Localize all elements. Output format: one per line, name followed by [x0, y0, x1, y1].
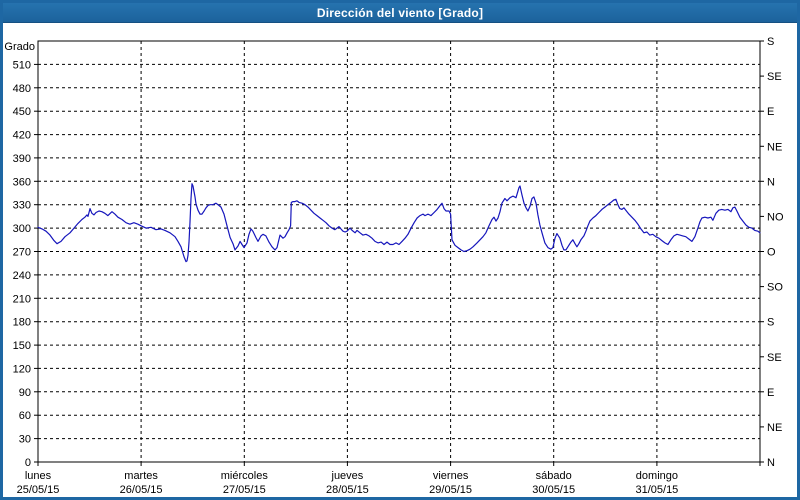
wind-direction-line [37, 183, 761, 263]
y-axis-tick-label: 90 [19, 387, 31, 399]
day-date-label: 27/05/15 [223, 484, 266, 496]
compass-tick-label: N [767, 176, 775, 188]
compass-tick-label: S [767, 36, 774, 48]
day-name-label: jueves [331, 470, 364, 482]
day-date-label: 25/05/15 [17, 484, 60, 496]
day-name-label: viernes [433, 470, 469, 482]
y-axis-tick-label: 420 [13, 130, 31, 142]
y-axis-tick-label: 330 [13, 200, 31, 212]
y-axis-title: Grado [4, 41, 35, 53]
y-axis-tick-label: 450 [13, 106, 31, 118]
day-date-label: 26/05/15 [120, 484, 163, 496]
chart-area: Grado 0 30 60 90 120 150 180 210 240 270 300 330 360… [3, 23, 797, 497]
compass-tick-label: N [767, 457, 775, 469]
y-axis-tick-label: 480 [13, 83, 31, 95]
day-name-label: lunes [25, 470, 52, 482]
compass-tick-label: SE [767, 71, 782, 83]
y-axis-tick-label: 510 [13, 59, 31, 71]
compass-tick-label: O [767, 247, 776, 259]
day-date-label: 29/05/15 [429, 484, 472, 496]
y-axis-tick-label: 180 [13, 317, 31, 329]
y-axis-tick-label: 60 [19, 410, 31, 422]
title-bar: Dirección del viento [Grado] [3, 3, 797, 23]
y-axis-tick-label: 240 [13, 270, 31, 282]
y-axis-tick-label: 150 [13, 340, 31, 352]
compass-tick-label: SE [767, 352, 782, 364]
y-axis-tick-label: 390 [13, 153, 31, 165]
y-axis-tick-label: 270 [13, 247, 31, 259]
y-axis-tick-label: 0 [25, 457, 31, 469]
y-axis-tick-label: 210 [13, 293, 31, 305]
y-axis-tick-label: 30 [19, 434, 31, 446]
compass-tick-label: E [767, 106, 774, 118]
y-axis-tick-label: 300 [13, 223, 31, 235]
chart-plot-area: Grado 0 30 60 90 120 150 180 210 240 270 300 330 360… [4, 36, 784, 496]
compass-tick-label: NE [767, 422, 782, 434]
day-name-label: miércoles [221, 470, 269, 482]
compass-tick-label: S [767, 317, 774, 329]
day-name-label: sábado [536, 470, 572, 482]
compass-tick-label: SO [767, 282, 783, 294]
compass-tick-label: E [767, 387, 774, 399]
day-date-label: 31/05/15 [635, 484, 678, 496]
chart-title: Dirección del viento [Grado] [316, 5, 484, 20]
compass-tick-label: NO [767, 211, 784, 223]
day-date-label: 30/05/15 [532, 484, 575, 496]
day-name-label: domingo [636, 470, 678, 482]
y-axis-tick-label: 120 [13, 363, 31, 375]
y-axis-tick-label: 360 [13, 176, 31, 188]
day-date-label: 28/05/15 [326, 484, 369, 496]
day-name-label: martes [124, 470, 158, 482]
compass-tick-label: NE [767, 141, 782, 153]
